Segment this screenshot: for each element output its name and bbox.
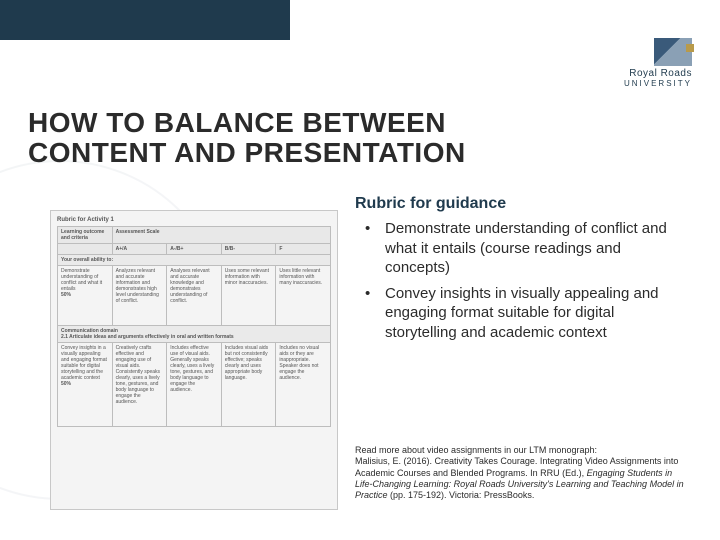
overall-label: Your overall ability to: — [58, 255, 331, 266]
crest-icon — [654, 38, 692, 66]
row0-desc: Demonstrate understanding of conflict an… — [58, 266, 113, 326]
col-criteria: Learning outcome and criteria — [58, 227, 113, 244]
row0-c0: Analyzes relevant and accurate informati… — [112, 266, 167, 326]
rubric-table: Learning outcome and criteria Assessment… — [57, 226, 331, 427]
row1-c1: Includes effective use of visual aids. G… — [167, 343, 222, 427]
row1-c3: Includes no visual aids or they are inap… — [276, 343, 331, 427]
rubric-thumbnail: Rubric for Activity 1 Learning outcome a… — [50, 210, 338, 510]
row1-criterion: Communication domain2.1 Articulate ideas… — [58, 326, 331, 343]
bullet-list: Demonstrate understanding of conflict an… — [355, 219, 690, 342]
bullet-1: Demonstrate understanding of conflict an… — [361, 219, 690, 278]
row0-c2: Uses some relevant information with mino… — [221, 266, 276, 326]
page-title: HOW TO BALANCE BETWEEN CONTENT AND PRESE… — [28, 108, 466, 168]
title-line1: HOW TO BALANCE BETWEEN — [28, 107, 446, 138]
col-scale: Assessment Scale — [112, 227, 330, 244]
subheading: Rubric for guidance — [355, 195, 690, 213]
row0-c1: Analyses relevant and accurate knowledge… — [167, 266, 222, 326]
scale-1: A-/B+ — [167, 244, 222, 255]
row1-c0: Creatively crafts effective and engaging… — [112, 343, 167, 427]
scale-3: F — [276, 244, 331, 255]
slide: Royal Roads UNIVERSITY HOW TO BALANCE BE… — [0, 0, 720, 540]
content-block: Rubric for guidance Demonstrate understa… — [355, 195, 690, 348]
ref-cite2: (pp. 175-192). Victoria: PressBooks. — [388, 490, 535, 500]
top-accent-bar — [0, 0, 290, 40]
scale-2: B/B- — [221, 244, 276, 255]
row1-c2: Includes visual aids but not consistentl… — [221, 343, 276, 427]
logo-line1: Royal Roads — [624, 68, 692, 79]
bullet-2: Convey insights in visually appealing an… — [361, 284, 690, 343]
rubric-caption: Rubric for Activity 1 — [57, 217, 331, 223]
scale-0: A+/A — [112, 244, 167, 255]
logo-line2: UNIVERSITY — [624, 79, 692, 88]
reference-text: Read more about video assignments in our… — [355, 445, 690, 501]
ref-intro: Read more about video assignments in our… — [355, 445, 597, 455]
row1-desc: Convey insights in a visually appealing … — [58, 343, 113, 427]
row0-c3: Uses little relevant information with ma… — [276, 266, 331, 326]
title-line2: CONTENT AND PRESENTATION — [28, 137, 466, 168]
brand-logo: Royal Roads UNIVERSITY — [624, 38, 692, 88]
